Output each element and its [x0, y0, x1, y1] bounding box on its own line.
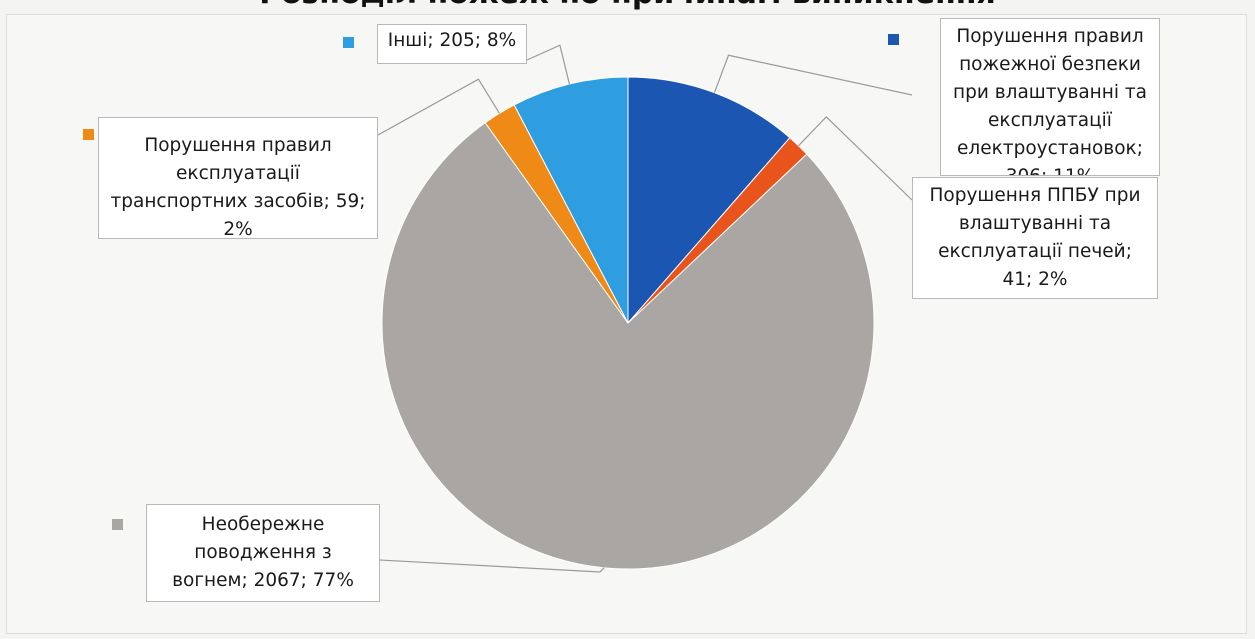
- leader-line-stoves: [798, 116, 913, 201]
- callout-transport: Порушення правил експлуатації транспортн…: [98, 117, 378, 240]
- leader-line-careless: [379, 559, 605, 573]
- callout-electrical-label: Порушення правил пожежної безпеки при вл…: [952, 26, 1148, 175]
- chart-title: Розподіл пожеж по причинам виникнення: [0, 0, 1255, 12]
- swatch-careless: [112, 519, 123, 530]
- callout-other-label: Інші; 205; 8%: [387, 30, 517, 51]
- leader-line-transport: [377, 78, 500, 136]
- callout-transport-label: Порушення правил експлуатації транспортн…: [110, 135, 366, 240]
- swatch-transport: [83, 129, 94, 140]
- leader-line-other: [526, 44, 570, 85]
- swatch-electrical: [888, 34, 899, 45]
- pie-slice-careless: [381, 122, 875, 570]
- callout-electrical: Порушення правил пожежної безпеки при вл…: [940, 18, 1160, 176]
- swatch-other: [343, 37, 354, 48]
- callout-careless: Необережне поводження з вогнем; 2067; 77…: [146, 504, 380, 602]
- callout-other: Інші; 205; 8%: [377, 24, 527, 64]
- callout-stoves-label: Порушення ППБУ при влаштуванні та експлу…: [929, 185, 1141, 290]
- callout-careless-label: Необережне поводження з вогнем; 2067; 77…: [172, 514, 354, 591]
- pie-slice-electrical: [627, 76, 791, 325]
- callout-stoves: Порушення ППБУ при влаштуванні та експлу…: [912, 177, 1158, 299]
- leader-line-electrical: [713, 54, 913, 96]
